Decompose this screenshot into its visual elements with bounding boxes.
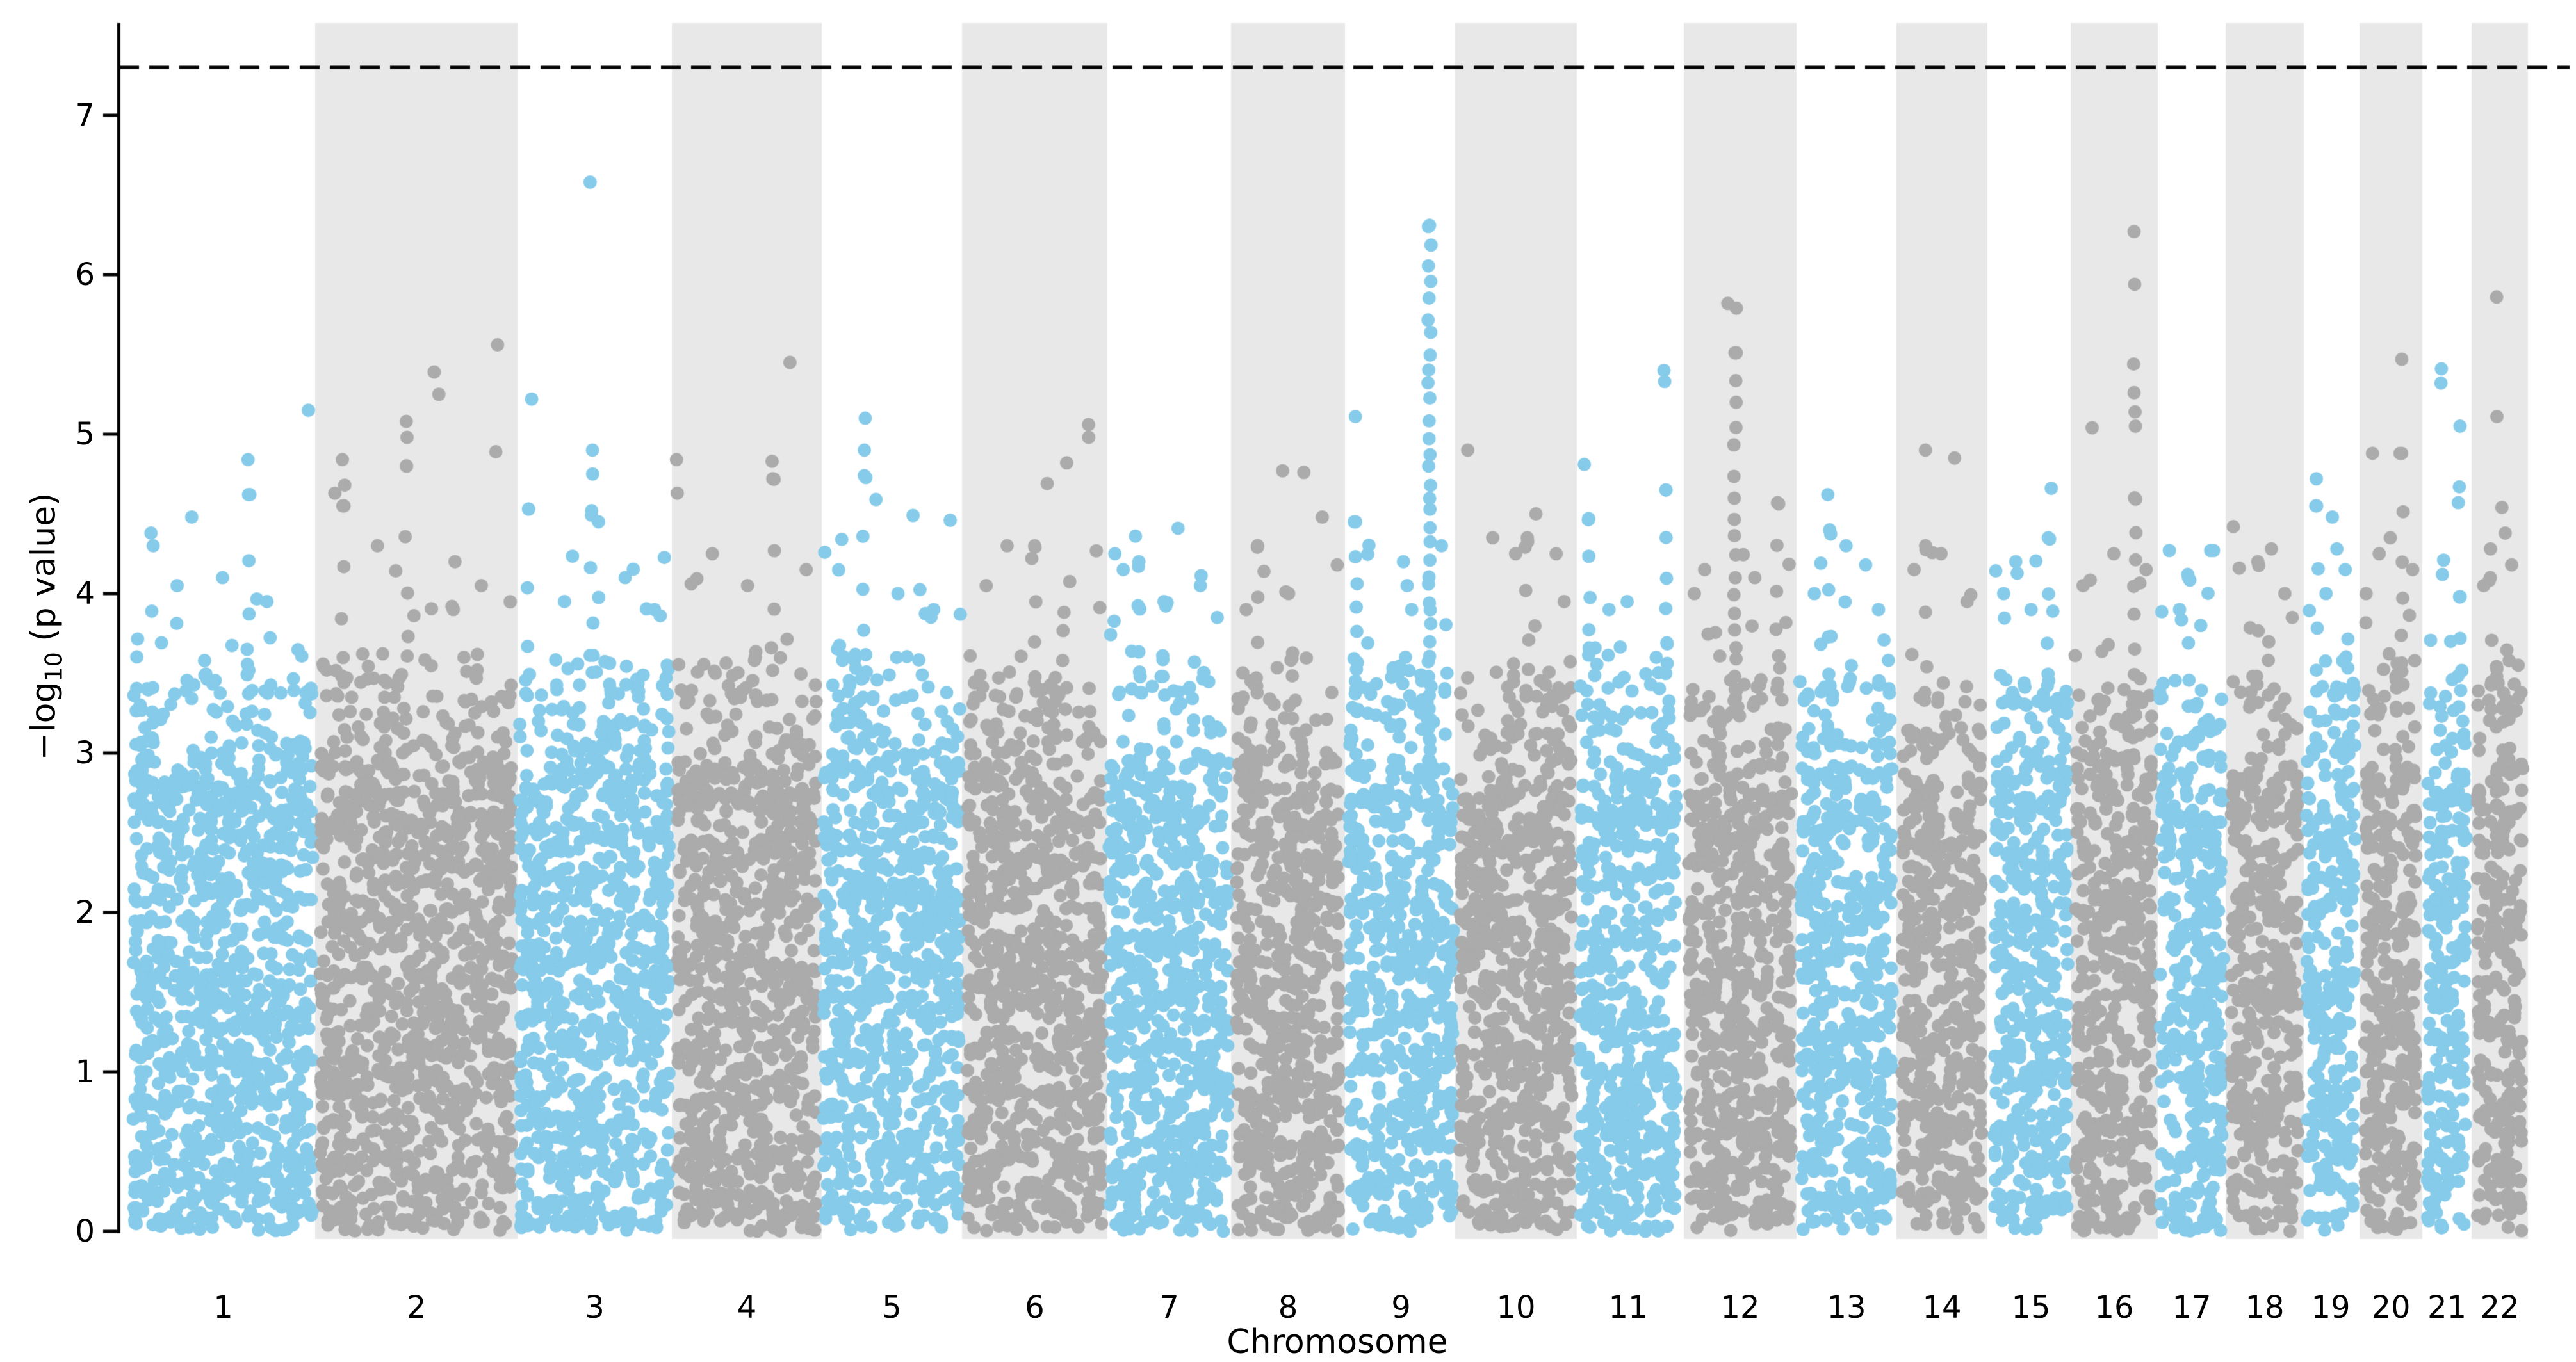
- chromosome-label: 14: [1922, 1290, 1962, 1326]
- chromosome-label: 1: [213, 1290, 233, 1326]
- y-tick-label: 0: [75, 1213, 95, 1249]
- chromosome-label: 21: [2427, 1290, 2467, 1326]
- chromosome-label: 2: [406, 1290, 427, 1326]
- chromosome-label: 13: [1827, 1290, 1866, 1326]
- chromosome-label: 6: [1025, 1290, 1045, 1326]
- chromosome-label: 12: [1720, 1290, 1760, 1326]
- y-tick-label: 4: [75, 576, 95, 612]
- chromosome-label: 18: [2245, 1290, 2285, 1326]
- chromosome-label: 15: [2011, 1290, 2051, 1326]
- y-tick-label: 7: [75, 97, 95, 133]
- chromosome-label: 19: [2311, 1290, 2351, 1326]
- chromosome-label: 17: [2172, 1290, 2212, 1326]
- chromosome-label: 4: [737, 1290, 757, 1326]
- y-tick-label: 6: [75, 257, 95, 293]
- chromosome-label: 20: [2371, 1290, 2411, 1326]
- y-axis-title: −log10 (p value): [25, 402, 68, 850]
- chromosome-label: 7: [1159, 1290, 1179, 1326]
- chromosome-label: 8: [1278, 1290, 1298, 1326]
- y-axis-title-suffix: (p value): [24, 492, 63, 653]
- chromosome-label: 9: [1391, 1290, 1411, 1326]
- x-axis-title: Chromosome: [1227, 1323, 1448, 1361]
- y-tick-label: 3: [75, 735, 95, 771]
- y-tick-label: 5: [75, 416, 95, 452]
- y-tick-label: 2: [75, 895, 95, 930]
- chromosome-label: 22: [2480, 1290, 2520, 1326]
- chromosome-label: 3: [585, 1290, 605, 1326]
- chromosome-label: 5: [882, 1290, 902, 1326]
- chromosome-label: 10: [1496, 1290, 1536, 1326]
- y-axis-title-prefix: −log: [24, 681, 63, 761]
- chromosome-label: 11: [1608, 1290, 1648, 1326]
- chromosome-label: 16: [2094, 1290, 2134, 1326]
- y-axis-title-subscript: 10: [40, 652, 68, 682]
- y-tick-label: 1: [75, 1054, 95, 1090]
